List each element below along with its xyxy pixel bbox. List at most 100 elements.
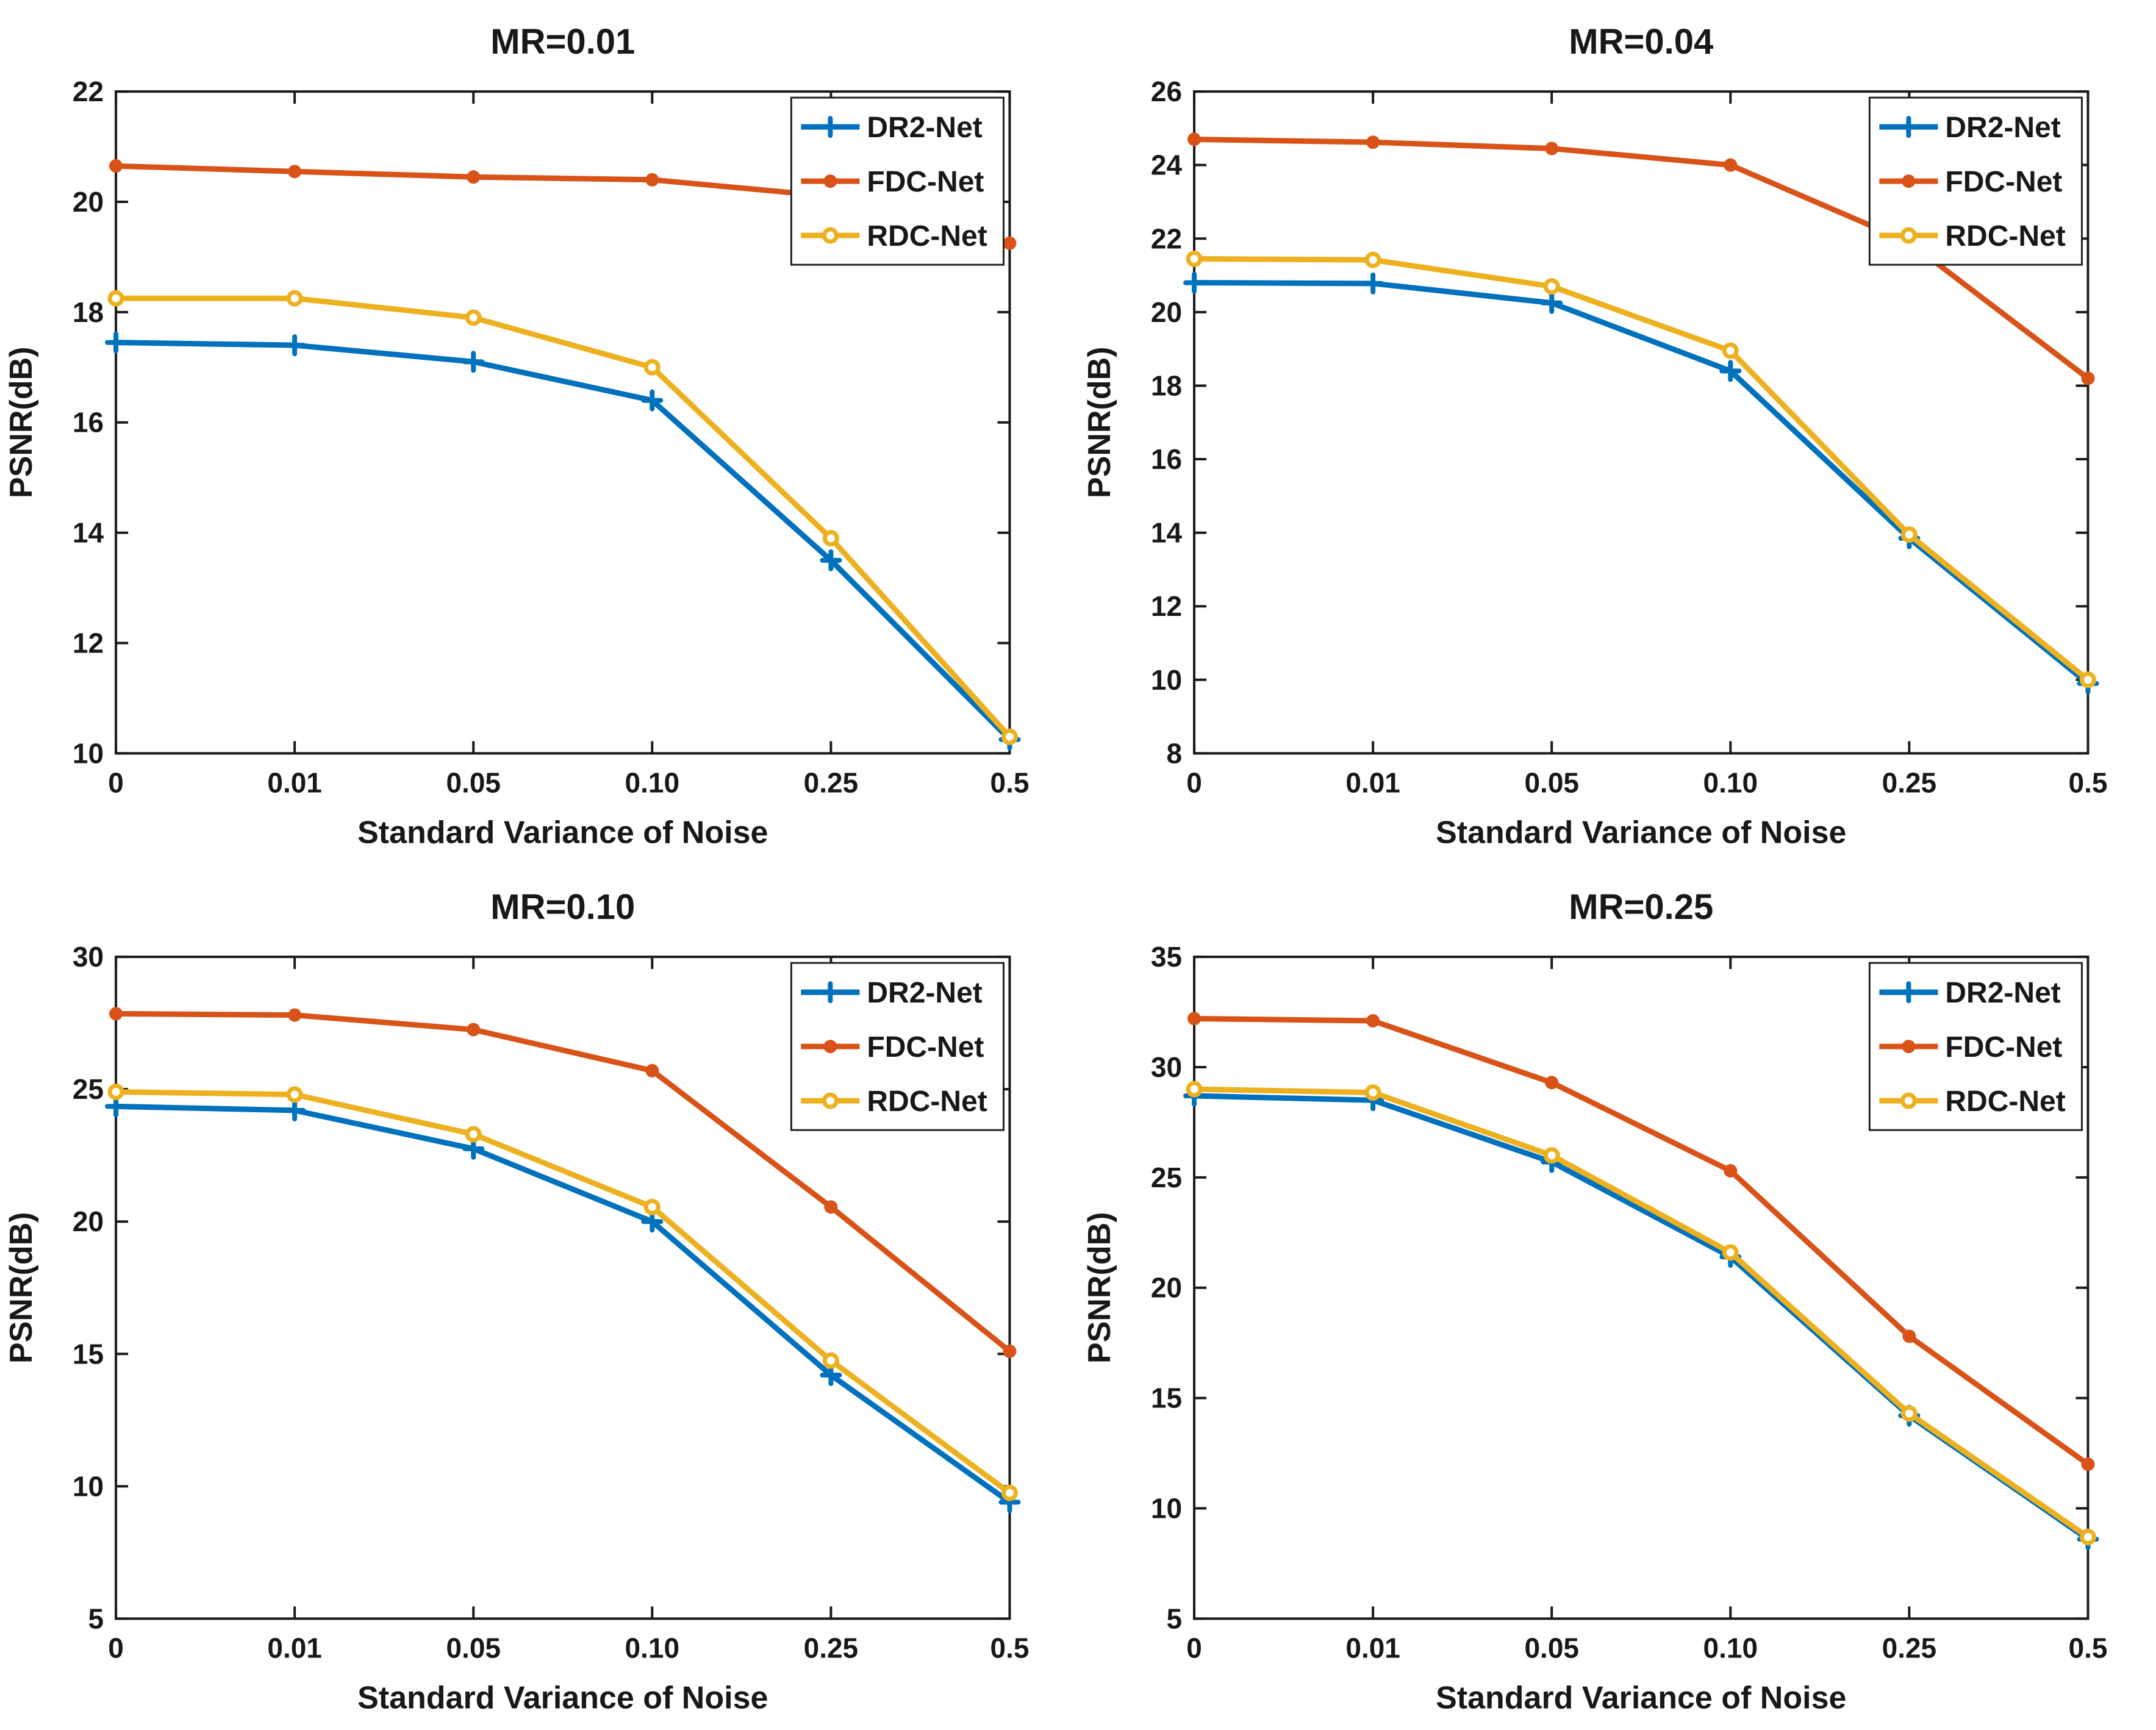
x-tick-label: 0.05 bbox=[446, 767, 501, 798]
legend-entry-FDC-Net: FDC-Net bbox=[801, 1031, 984, 1063]
legend-label: FDC-Net bbox=[867, 166, 984, 198]
x-tick-label: 0.5 bbox=[2068, 1632, 2107, 1664]
series-line-DR2-Net bbox=[113, 1103, 1012, 1505]
filled-circle-marker-icon bbox=[2080, 371, 2094, 385]
legend-label: DR2-Net bbox=[867, 977, 982, 1009]
filled-circle-marker-icon bbox=[1003, 1344, 1017, 1358]
filled-circle-marker-icon bbox=[1901, 174, 1915, 188]
chart-mr-0-01: MR=0.01 0 0.01 0.05 0.10 0.25 0.5 10 12 14 16 18 20 2… bbox=[4, 22, 1029, 850]
y-tick-label: 15 bbox=[1150, 1382, 1181, 1414]
x-tick-label: 0.10 bbox=[1703, 767, 1758, 798]
series-line-FDC-Net bbox=[1191, 1015, 2091, 1467]
x-tick-label: 0.25 bbox=[1882, 1632, 1936, 1664]
legend-label: RDC-Net bbox=[867, 220, 987, 252]
filled-circle-marker-icon bbox=[467, 170, 481, 184]
chart-mr-0-10: MR=0.10 0 0.01 0.05 0.10 0.25 0.5 5 10 15 20 25 30 St… bbox=[4, 887, 1029, 1715]
series-FDC-Net bbox=[1187, 1011, 2094, 1471]
plus-marker-icon bbox=[1540, 291, 1563, 314]
series-line-RDC-Net bbox=[113, 1088, 1012, 1496]
x-axis-label: Standard Variance of Noise bbox=[357, 815, 768, 850]
y-tick-label: 20 bbox=[1150, 296, 1181, 328]
plus-marker-icon bbox=[462, 1137, 485, 1160]
series-RDC-Net bbox=[1186, 250, 2096, 688]
x-tick-label: 0.05 bbox=[1524, 1632, 1579, 1664]
filled-circle-marker-icon bbox=[1723, 158, 1737, 172]
y-tick-label: 22 bbox=[73, 76, 104, 107]
legend-entry-FDC-Net: FDC-Net bbox=[1878, 1031, 2062, 1063]
chart-title: MR=0.25 bbox=[1569, 887, 1713, 927]
y-tick-label: 10 bbox=[1150, 664, 1181, 696]
series-line-DR2-Net bbox=[1191, 1093, 2091, 1542]
filled-circle-marker-icon bbox=[645, 173, 659, 187]
x-tick-labels: 0 0.01 0.05 0.10 0.25 0.5 bbox=[108, 1632, 1029, 1664]
legend: DR2-Net FDC-Net RDC-Net bbox=[1868, 96, 2083, 266]
open-circle-marker-icon bbox=[286, 290, 303, 307]
open-circle-marker-icon bbox=[643, 359, 661, 376]
x-tick-label: 0.10 bbox=[1703, 1632, 1758, 1664]
open-circle-marker-icon bbox=[1722, 342, 1739, 359]
legend-entry-FDC-Net: FDC-Net bbox=[1878, 166, 2062, 198]
y-tick-label: 8 bbox=[1166, 737, 1182, 769]
y-tick-label: 22 bbox=[1150, 223, 1181, 254]
chart-panel-mr-0-01: MR=0.01 0 0.01 0.05 0.10 0.25 0.5 10 12 14 16 18 20 2… bbox=[0, 0, 1078, 865]
x-tick-label: 0.5 bbox=[990, 1632, 1029, 1664]
open-circle-marker-icon bbox=[1543, 278, 1560, 295]
x-tick-label: 0.5 bbox=[990, 767, 1029, 798]
x-tick-labels: 0 0.01 0.05 0.10 0.25 0.5 bbox=[108, 767, 1029, 798]
chart-mr-0-04: MR=0.04 0 0.01 0.05 0.10 0.25 0.5 8 10 12 14 16 18 20… bbox=[1082, 22, 2107, 850]
filled-circle-marker-icon bbox=[1902, 1329, 1916, 1343]
legend-label: FDC-Net bbox=[867, 1031, 984, 1063]
open-circle-marker-icon bbox=[822, 1352, 839, 1369]
filled-circle-marker-icon bbox=[824, 1199, 838, 1214]
series-line-RDC-Net bbox=[1191, 256, 2091, 683]
legend: DR2-Net FDC-Net RDC-Net bbox=[1868, 962, 2083, 1131]
plus-marker-icon bbox=[641, 389, 664, 412]
open-circle-marker-icon bbox=[1001, 728, 1018, 745]
legend-entry-DR2-Net: DR2-Net bbox=[1878, 977, 2060, 1009]
filled-circle-marker-icon bbox=[109, 159, 123, 173]
open-circle-marker-icon bbox=[643, 1198, 661, 1215]
legend-label: RDC-Net bbox=[1945, 1085, 2065, 1118]
legend: DR2-Net FDC-Net RDC-Net bbox=[790, 96, 1005, 266]
filled-circle-marker-icon bbox=[1366, 1013, 1380, 1028]
series-RDC-Net bbox=[107, 1083, 1018, 1501]
series-DR2-Net bbox=[105, 1095, 1021, 1513]
legend-label: RDC-Net bbox=[1945, 220, 2065, 252]
open-circle-marker-icon bbox=[822, 530, 839, 547]
y-tick-label: 10 bbox=[73, 1470, 104, 1502]
y-axis-label: PSNR(dB) bbox=[4, 1212, 39, 1363]
plus-marker-icon bbox=[1897, 116, 1919, 138]
plus-marker-icon bbox=[105, 1095, 127, 1117]
series-FDC-Net bbox=[109, 1006, 1017, 1358]
open-circle-marker-icon bbox=[1364, 1084, 1381, 1101]
open-circle-marker-icon bbox=[107, 290, 124, 307]
series-DR2-Net bbox=[105, 331, 1021, 751]
x-tick-label: 0 bbox=[1186, 767, 1202, 798]
open-circle-marker-icon bbox=[107, 1083, 124, 1100]
open-circle-marker-icon bbox=[1186, 1081, 1203, 1098]
open-circle-marker-icon bbox=[2079, 671, 2096, 688]
series-DR2-Net bbox=[1183, 1084, 2099, 1550]
y-tick-label: 10 bbox=[1150, 1492, 1181, 1524]
y-tick-label: 14 bbox=[1150, 517, 1182, 549]
chart-panel-mr-0-04: MR=0.04 0 0.01 0.05 0.10 0.25 0.5 8 10 12 14 16 18 20… bbox=[1078, 0, 2156, 865]
y-tick-label: 26 bbox=[1150, 76, 1181, 107]
y-tick-label: 12 bbox=[73, 627, 104, 659]
legend-entry-FDC-Net: FDC-Net bbox=[801, 166, 984, 198]
x-axis-label: Standard Variance of Noise bbox=[1436, 1680, 1846, 1715]
chart-panel-mr-0-25: MR=0.25 0 0.01 0.05 0.10 0.25 0.5 5 10 15 20 25 30 35… bbox=[1078, 865, 2156, 1730]
plus-marker-icon bbox=[819, 116, 842, 138]
y-tick-label: 15 bbox=[73, 1338, 104, 1370]
open-circle-marker-icon bbox=[822, 1092, 839, 1109]
open-circle-marker-icon bbox=[465, 1125, 482, 1142]
y-tick-label: 25 bbox=[73, 1073, 104, 1105]
open-circle-marker-icon bbox=[1900, 227, 1917, 244]
series-line-FDC-Net bbox=[113, 1010, 1012, 1354]
x-tick-label: 0 bbox=[1186, 1632, 1202, 1664]
plus-marker-icon bbox=[1183, 271, 1205, 294]
x-tick-labels: 0 0.01 0.05 0.10 0.25 0.5 bbox=[1186, 767, 2107, 798]
legend-label: DR2-Net bbox=[867, 112, 982, 144]
open-circle-marker-icon bbox=[1900, 1092, 1917, 1109]
legend-entry-DR2-Net: DR2-Net bbox=[801, 112, 983, 144]
